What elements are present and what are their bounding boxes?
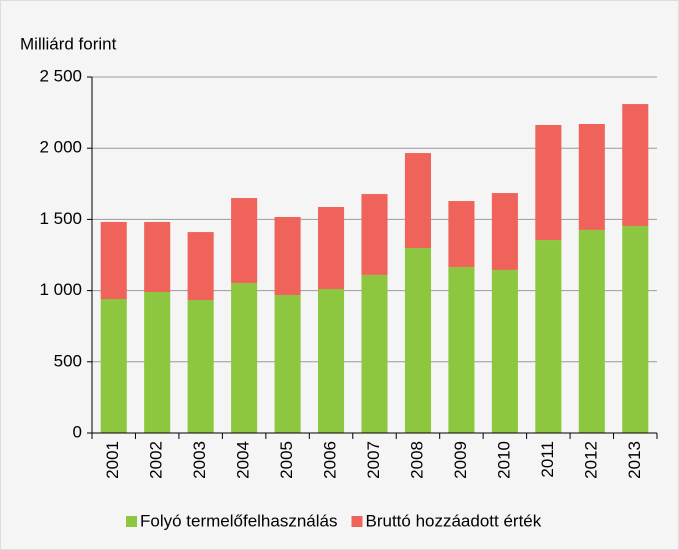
x-tick-label: 2007 <box>364 441 383 479</box>
bar-segment <box>318 289 345 433</box>
bar-segment <box>100 299 127 433</box>
legend-label: Folyó termelőfelhasználás <box>140 511 337 530</box>
y-axis-label: Milliárd forint <box>20 34 117 53</box>
legend-swatch <box>126 516 137 527</box>
bar-segment <box>404 153 431 249</box>
y-tick-label: 1 000 <box>39 280 82 299</box>
bar-segment <box>622 104 649 226</box>
x-tick-label: 2010 <box>494 441 513 479</box>
legend-label: Bruttó hozzáadott érték <box>365 511 541 530</box>
x-tick-label: 2005 <box>277 441 296 479</box>
bar-segment <box>535 124 562 241</box>
y-tick-label: 1 500 <box>39 209 82 228</box>
x-tick-label: 2002 <box>147 441 166 479</box>
x-tick-label: 2003 <box>190 441 209 479</box>
x-tick-label: 2006 <box>321 441 340 479</box>
bar-segment <box>144 292 171 433</box>
x-tick-label: 2011 <box>538 441 557 478</box>
bar-segment <box>535 240 562 433</box>
bar-segment <box>187 299 214 433</box>
x-tick-label: 2009 <box>451 441 470 479</box>
y-tick-label: 2 000 <box>39 138 82 157</box>
bar-segment <box>318 207 345 290</box>
x-tick-label: 2012 <box>581 441 600 479</box>
bar-segment <box>274 295 301 433</box>
bar-segment <box>622 225 649 433</box>
bar-segment <box>144 221 171 293</box>
x-tick-label: 2001 <box>103 441 122 479</box>
x-tick-label: 2004 <box>234 441 253 479</box>
bar-segment <box>100 221 127 300</box>
bar-segment <box>491 193 518 270</box>
bar-segment <box>404 248 431 433</box>
bar-segment <box>187 232 214 300</box>
y-tick-label: 0 <box>73 422 82 441</box>
bar-segment <box>448 266 475 433</box>
legend-swatch <box>351 516 363 527</box>
bar-segment <box>361 194 388 275</box>
bar-segment <box>491 269 518 433</box>
bar-segment <box>448 201 475 267</box>
y-tick-label: 500 <box>54 351 82 370</box>
bar-segment <box>578 229 605 433</box>
bar-segment <box>231 198 258 284</box>
bar-segment <box>231 283 258 433</box>
bar-segment <box>274 216 301 296</box>
x-tick-label: 2008 <box>407 441 426 479</box>
y-tick-label: 2 500 <box>39 66 82 85</box>
bar-segment <box>578 123 605 230</box>
x-tick-label: 2013 <box>625 441 644 479</box>
bar-segment <box>361 274 388 433</box>
